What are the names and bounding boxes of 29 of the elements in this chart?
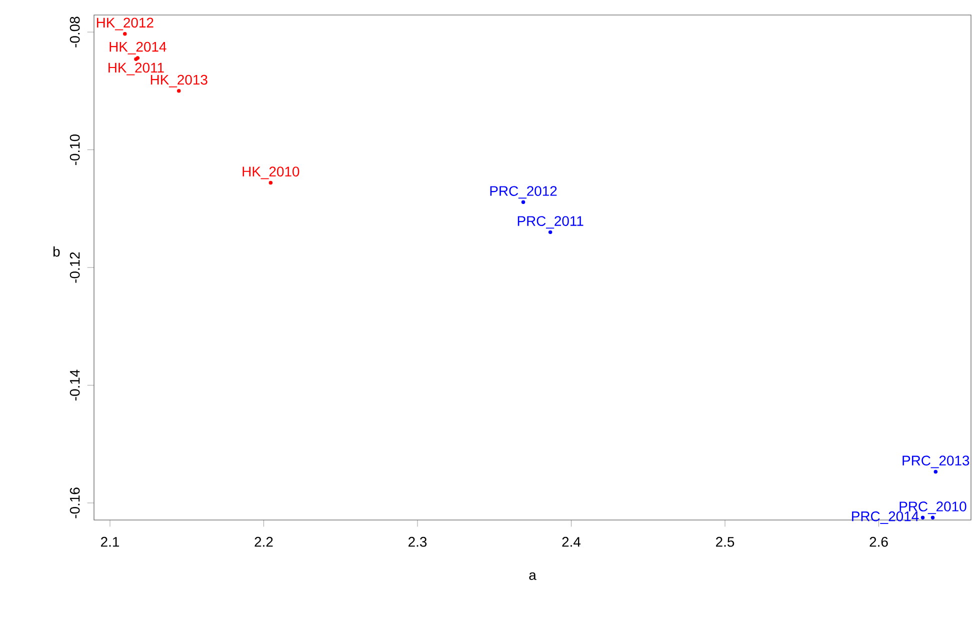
series-label: PRC_2012: [490, 186, 557, 199]
x-axis-title: a: [529, 572, 536, 580]
series-label: HK_2014: [110, 42, 166, 54]
point: [930, 516, 935, 520]
y-tick-label: -0.16: [70, 488, 80, 518]
series-label: HK_2010: [242, 166, 300, 180]
x-tick-label: 2.1: [101, 536, 119, 547]
y-tick-label: -0.14: [70, 370, 80, 400]
x-tick-label: 2.3: [408, 536, 427, 547]
series-label: HK_2013: [150, 74, 208, 88]
y-tick-label: -0.10: [70, 134, 80, 166]
x-tick-label: 2.5: [716, 536, 734, 547]
y-axis-title: b: [53, 246, 60, 257]
point: [934, 470, 938, 474]
point: [177, 89, 181, 93]
series-label: HK_2012: [96, 18, 154, 30]
point: [548, 230, 552, 234]
point: [920, 516, 925, 520]
point: [521, 200, 526, 204]
point: [123, 32, 127, 36]
x-tick-label: 2.2: [254, 536, 273, 547]
series-label: PRC_2011: [518, 216, 584, 229]
x-tick-label: 2.4: [562, 536, 581, 547]
x-tick-label: 2.6: [870, 536, 888, 547]
series-label: PRC_2013: [902, 456, 970, 468]
series-label: HK_2011: [108, 62, 164, 76]
point: [268, 180, 273, 185]
y-tick-label: -0.12: [70, 252, 80, 283]
y-tick-label: -0.08: [70, 16, 80, 48]
